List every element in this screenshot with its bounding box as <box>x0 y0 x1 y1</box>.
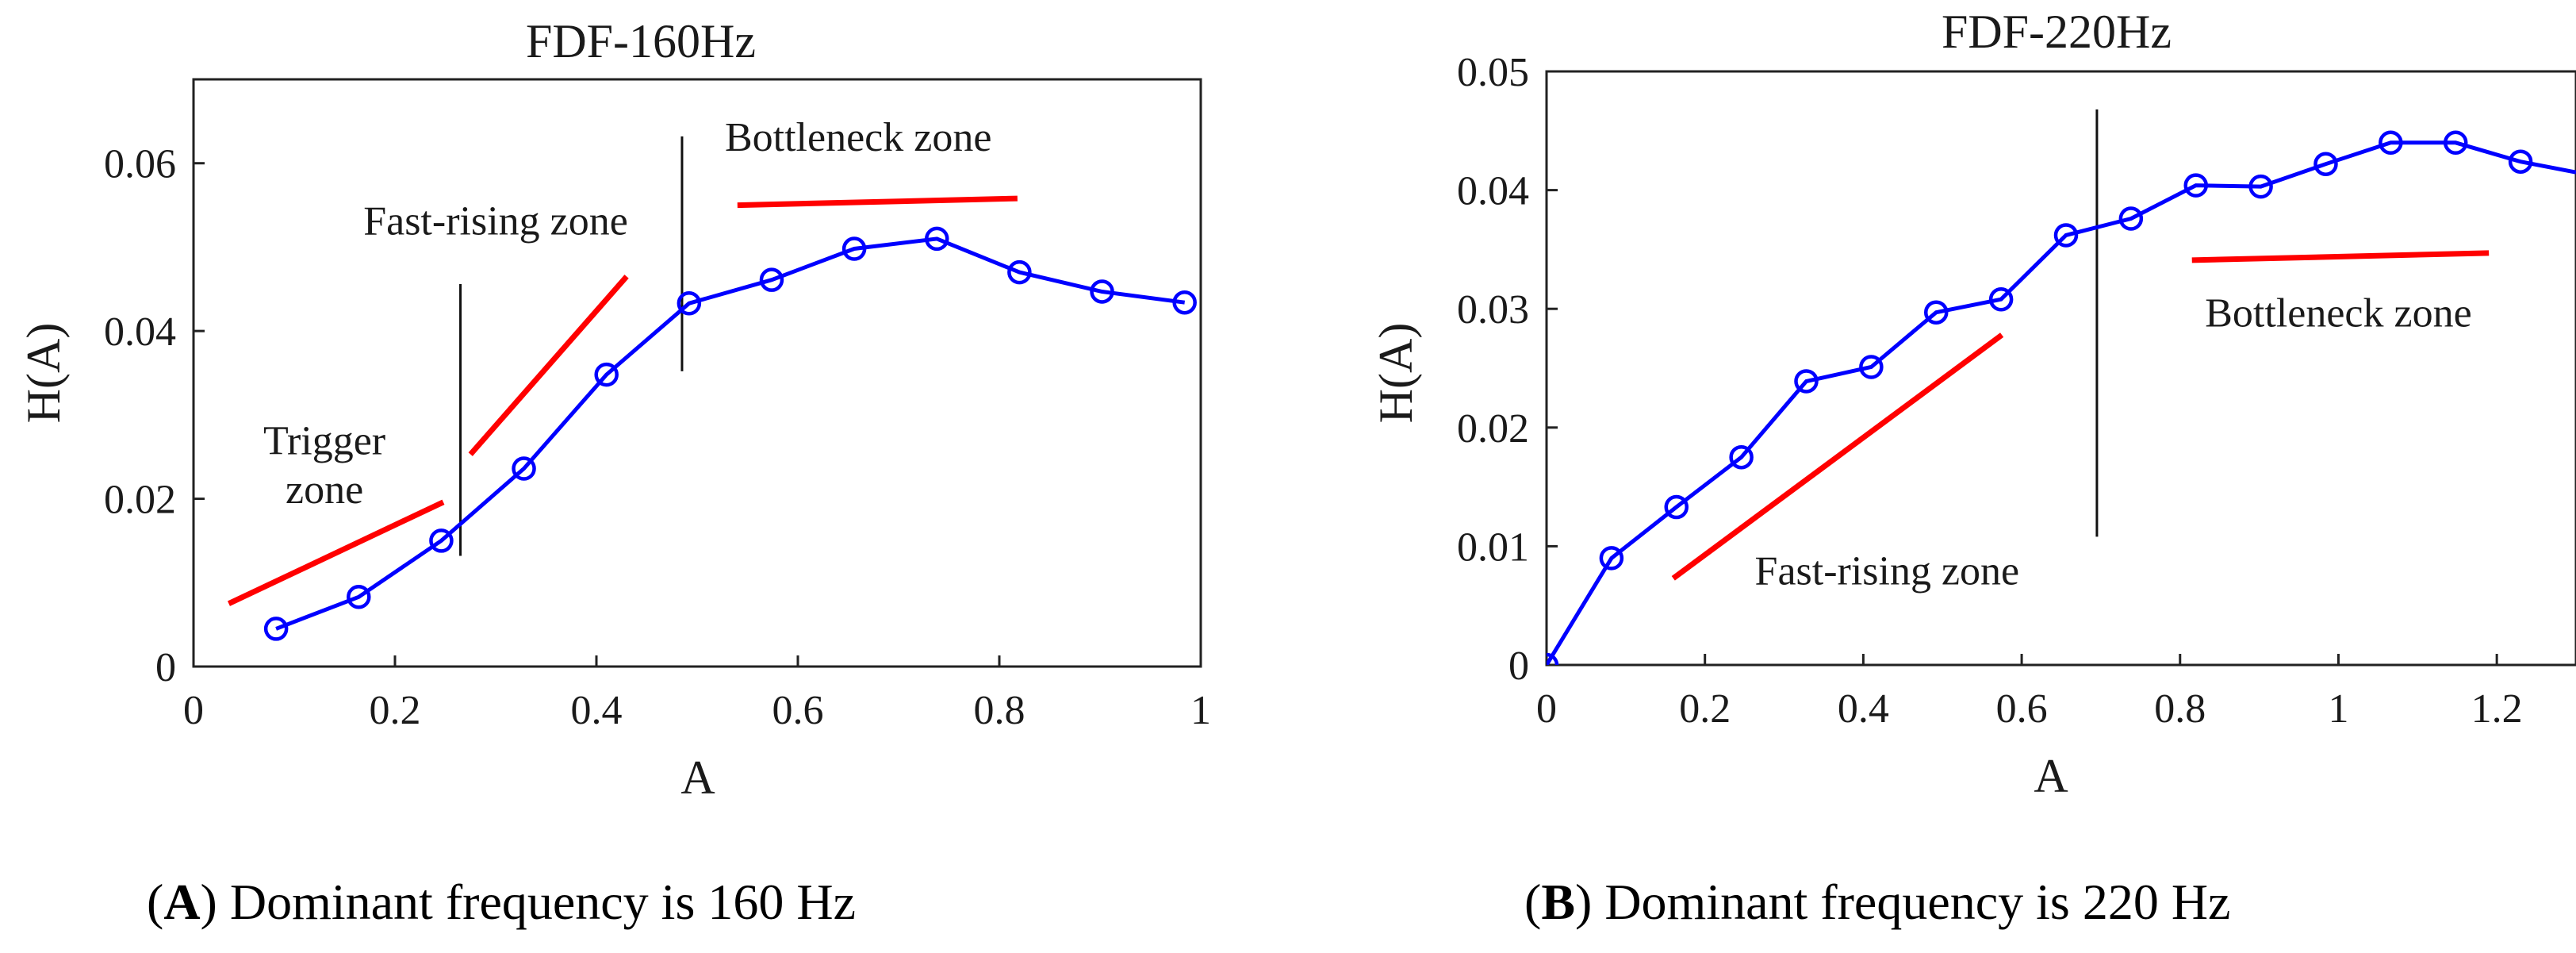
data-marks <box>227 136 1197 641</box>
data-point <box>677 291 702 316</box>
y-tick-label: 0 <box>1508 644 1529 689</box>
y-tick-label: 0.05 <box>1457 50 1529 95</box>
x-tick-label: 1.2 <box>2471 686 2523 732</box>
x-tick-label: 0.6 <box>772 688 824 733</box>
y-tick-label: 0 <box>155 645 176 690</box>
plot-frame <box>192 78 1202 668</box>
y-tick-label: 0.04 <box>104 309 176 355</box>
data-point <box>347 585 371 609</box>
x-tick-label: 0.8 <box>2154 686 2206 732</box>
x-tick-label: 0 <box>1536 686 1557 732</box>
x-axis-title: A <box>680 751 715 804</box>
data-point <box>2443 130 2468 156</box>
x-tick-label: 0 <box>183 688 204 733</box>
x-tick-label: 1 <box>1190 688 1211 733</box>
data-point <box>841 236 867 261</box>
zone-annotation: Fast-rising zone <box>363 199 628 244</box>
zone-annotation: Fast-rising zone <box>1755 548 2020 594</box>
x-axis-title: A <box>2034 750 2068 802</box>
data-point <box>1090 279 1114 304</box>
data-marks <box>1547 109 2576 665</box>
zone-annotation: zone <box>286 467 363 513</box>
y-tick-label: 0.02 <box>1457 406 1529 452</box>
data-point <box>1729 444 1754 470</box>
data-point <box>759 267 784 292</box>
x-tick-label: 0.4 <box>571 688 623 733</box>
data-point <box>1794 369 1819 394</box>
trend-line <box>737 195 1018 209</box>
data-point <box>2508 149 2533 174</box>
trend-line <box>227 499 445 606</box>
data-point <box>2379 130 2403 156</box>
y-axis-title: H(A) <box>1370 323 1422 424</box>
x-tick-label: 0.2 <box>370 688 421 733</box>
panel-b: FDF-220Hz 0 0.2 0.4 0.6 0.8 1 1.2 0 0.01 0.02 0.03… <box>1370 6 2576 930</box>
data-point <box>1599 546 1624 571</box>
chart-title: FDF-160Hz <box>526 15 756 67</box>
data-point <box>2248 174 2273 199</box>
trend-line <box>468 275 629 456</box>
data-point <box>1664 494 1689 520</box>
data-point <box>429 528 454 553</box>
y-tick-label: 0.01 <box>1457 525 1529 570</box>
data-point <box>1007 259 1032 285</box>
caption-b: (B) Dominant frequency is 220 Hz <box>1524 874 2230 930</box>
zone-annotation: Bottleneck zone <box>725 115 991 160</box>
y-tick-label: 0.03 <box>1457 287 1529 332</box>
panel-a: FDF-160Hz 0 0.2 0.4 0.6 0.8 1 0 0.02 0.04 0.06 Tri… <box>17 15 1211 930</box>
data-point <box>1859 355 1884 379</box>
data-point <box>2183 173 2208 198</box>
data-point <box>512 456 536 481</box>
data-point <box>925 226 949 252</box>
plot-frame <box>1545 70 2576 667</box>
x-tick-label: 0.4 <box>1838 686 1889 732</box>
zone-annotation: Bottleneck zone <box>2205 291 2471 336</box>
chart-title: FDF-220Hz <box>1942 6 2172 58</box>
caption-a: (A) Dominant frequency is 160 Hz <box>147 874 856 930</box>
x-tick-label: 1 <box>2328 686 2348 732</box>
x-tick-label: 0.6 <box>1996 686 2048 732</box>
data-point <box>263 617 289 641</box>
zone-annotation: Trigger <box>263 419 385 464</box>
series-line <box>275 236 1186 631</box>
x-tick-label: 0.2 <box>1679 686 1731 732</box>
x-tick-label: 0.8 <box>974 688 1025 733</box>
trend-line <box>1671 332 2004 581</box>
data-point <box>2053 223 2079 248</box>
trend-line <box>2191 250 2490 263</box>
plot-area: 0 0.2 0.4 0.6 0.8 1 1.2 0 0.01 0.02 0.03 0.04 0.05 Fa… <box>1457 50 2576 732</box>
y-tick-label: 0.04 <box>1457 169 1529 214</box>
y-tick-label: 0.06 <box>104 142 176 187</box>
y-tick-label: 0.02 <box>104 478 176 523</box>
data-point <box>1172 290 1197 315</box>
series-line <box>1547 140 2576 665</box>
data-point <box>1923 300 1949 325</box>
data-point <box>594 362 619 387</box>
data-point <box>2118 206 2144 231</box>
data-point <box>1988 286 2014 312</box>
data-point <box>2313 152 2338 176</box>
y-axis-title: H(A) <box>17 323 70 424</box>
